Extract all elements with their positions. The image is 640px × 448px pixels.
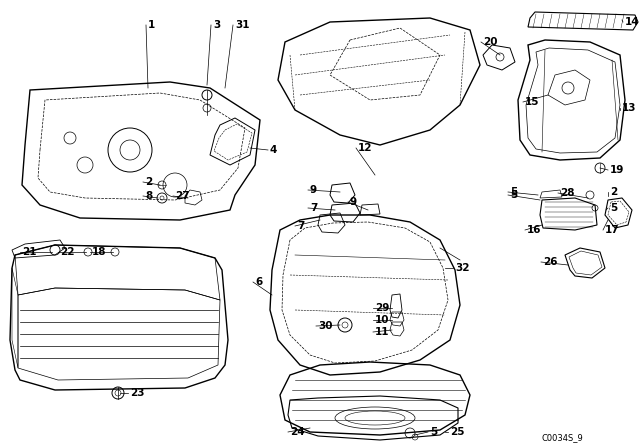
Text: C0034S_9: C0034S_9 <box>542 434 584 443</box>
Text: 6: 6 <box>255 277 262 287</box>
Text: 7: 7 <box>310 203 317 213</box>
Text: 8: 8 <box>145 191 152 201</box>
Text: 27: 27 <box>175 191 189 201</box>
Text: 10: 10 <box>375 315 390 325</box>
Text: 32: 32 <box>455 263 470 273</box>
Text: 2: 2 <box>145 177 152 187</box>
Text: 31: 31 <box>235 20 250 30</box>
Text: 20: 20 <box>483 37 497 47</box>
Text: 3: 3 <box>213 20 220 30</box>
Text: 14: 14 <box>625 17 639 27</box>
Text: 12: 12 <box>358 143 372 153</box>
Text: 7: 7 <box>297 221 305 231</box>
Text: 21: 21 <box>22 247 36 257</box>
Text: 29: 29 <box>375 303 389 313</box>
Text: 25: 25 <box>450 427 465 437</box>
Text: 26: 26 <box>543 257 557 267</box>
Text: 4: 4 <box>270 145 277 155</box>
Text: 24: 24 <box>290 427 305 437</box>
Text: 5: 5 <box>430 427 437 437</box>
Text: 30: 30 <box>318 321 333 331</box>
Text: 19: 19 <box>610 165 625 175</box>
Text: 5: 5 <box>510 187 517 197</box>
Text: 16: 16 <box>527 225 541 235</box>
Text: 18: 18 <box>92 247 106 257</box>
Text: 11: 11 <box>375 327 390 337</box>
Text: 1: 1 <box>148 20 156 30</box>
Text: 9: 9 <box>310 185 317 195</box>
Text: 9: 9 <box>350 197 357 207</box>
Text: 2: 2 <box>610 187 617 197</box>
Text: 5: 5 <box>610 203 617 213</box>
Text: 17: 17 <box>605 225 620 235</box>
Text: 15: 15 <box>525 97 540 107</box>
Text: 13: 13 <box>622 103 637 113</box>
Text: 28: 28 <box>560 188 575 198</box>
Text: 23: 23 <box>130 388 145 398</box>
Text: 22: 22 <box>60 247 74 257</box>
Text: 5: 5 <box>510 190 517 200</box>
